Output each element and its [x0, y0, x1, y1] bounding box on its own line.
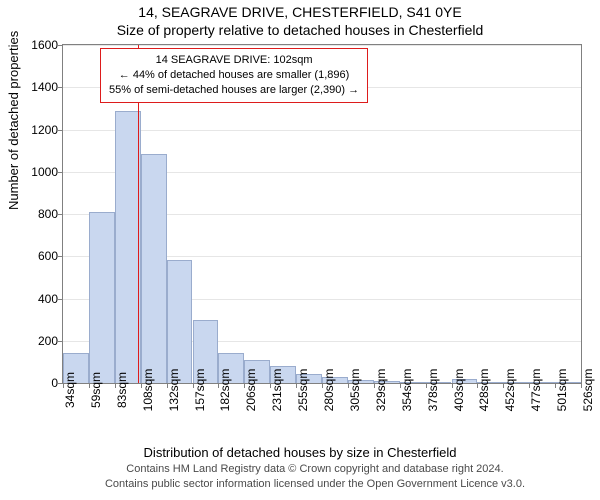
x-tick-label: 428sqm	[477, 369, 491, 412]
y-tick-label: 1000	[18, 165, 58, 179]
x-tick-label: 34sqm	[63, 372, 77, 408]
x-tick-label: 329sqm	[374, 369, 388, 412]
y-tick-label: 200	[18, 334, 58, 348]
x-tick-label: 182sqm	[218, 369, 232, 412]
x-axis-label: Distribution of detached houses by size …	[0, 445, 600, 460]
y-tick-mark	[58, 299, 62, 300]
callout-line: 55% of semi-detached houses are larger (…	[109, 83, 359, 98]
page-title: 14, SEAGRAVE DRIVE, CHESTERFIELD, S41 0Y…	[0, 4, 600, 20]
x-tick-mark	[581, 384, 582, 388]
footer-text: Contains HM Land Registry data © Crown c…	[40, 462, 590, 492]
x-tick-label: 452sqm	[503, 369, 517, 412]
gridline	[63, 130, 581, 131]
x-tick-label: 477sqm	[529, 369, 543, 412]
y-tick-mark	[58, 214, 62, 215]
x-tick-mark	[477, 384, 478, 388]
x-tick-mark	[452, 384, 453, 388]
y-tick-mark	[58, 256, 62, 257]
x-tick-label: 206sqm	[244, 369, 258, 412]
footer-line: Contains HM Land Registry data © Crown c…	[40, 462, 590, 477]
page-subtitle: Size of property relative to detached ho…	[0, 22, 600, 38]
x-tick-label: 378sqm	[426, 369, 440, 412]
x-tick-label: 132sqm	[167, 369, 181, 412]
x-tick-mark	[244, 384, 245, 388]
x-tick-mark	[555, 384, 556, 388]
y-tick-label: 600	[18, 249, 58, 263]
histogram-bar	[89, 212, 115, 383]
x-tick-mark	[141, 384, 142, 388]
x-tick-mark	[270, 384, 271, 388]
y-tick-label: 0	[18, 376, 58, 390]
x-tick-mark	[374, 384, 375, 388]
x-tick-label: 501sqm	[555, 369, 569, 412]
y-tick-mark	[58, 341, 62, 342]
y-tick-mark	[58, 87, 62, 88]
x-tick-label: 280sqm	[322, 369, 336, 412]
x-tick-mark	[115, 384, 116, 388]
x-tick-mark	[503, 384, 504, 388]
x-tick-label: 231sqm	[270, 369, 284, 412]
gridline	[63, 45, 581, 46]
chart-root: 14, SEAGRAVE DRIVE, CHESTERFIELD, S41 0Y…	[0, 0, 600, 500]
callout-box: 14 SEAGRAVE DRIVE: 102sqm ← 44% of detac…	[100, 48, 368, 103]
y-tick-label: 1200	[18, 123, 58, 137]
x-tick-mark	[322, 384, 323, 388]
y-tick-mark	[58, 383, 62, 384]
y-tick-mark	[58, 130, 62, 131]
x-tick-mark	[218, 384, 219, 388]
histogram-bar	[167, 260, 193, 383]
x-tick-mark	[193, 384, 194, 388]
x-tick-mark	[167, 384, 168, 388]
x-tick-mark	[89, 384, 90, 388]
callout-line: ← 44% of detached houses are smaller (1,…	[109, 68, 359, 83]
x-tick-mark	[296, 384, 297, 388]
x-tick-label: 403sqm	[452, 369, 466, 412]
y-tick-label: 400	[18, 292, 58, 306]
x-tick-label: 526sqm	[581, 369, 595, 412]
x-tick-mark	[348, 384, 349, 388]
x-tick-mark	[426, 384, 427, 388]
x-tick-label: 305sqm	[348, 369, 362, 412]
y-tick-label: 800	[18, 207, 58, 221]
y-tick-mark	[58, 45, 62, 46]
x-tick-label: 157sqm	[193, 369, 207, 412]
x-tick-mark	[63, 384, 64, 388]
y-tick-label: 1600	[18, 38, 58, 52]
x-tick-label: 108sqm	[141, 369, 155, 412]
x-tick-mark	[400, 384, 401, 388]
histogram-bar	[141, 154, 167, 383]
x-tick-mark	[529, 384, 530, 388]
x-tick-label: 354sqm	[400, 369, 414, 412]
callout-line: 14 SEAGRAVE DRIVE: 102sqm	[109, 53, 359, 68]
x-tick-label: 83sqm	[115, 372, 129, 408]
y-axis-label: Number of detached properties	[6, 31, 21, 210]
x-tick-label: 255sqm	[296, 369, 310, 412]
y-tick-label: 1400	[18, 80, 58, 94]
x-tick-label: 59sqm	[89, 372, 103, 408]
y-tick-mark	[58, 172, 62, 173]
footer-line: Contains public sector information licen…	[40, 477, 590, 492]
